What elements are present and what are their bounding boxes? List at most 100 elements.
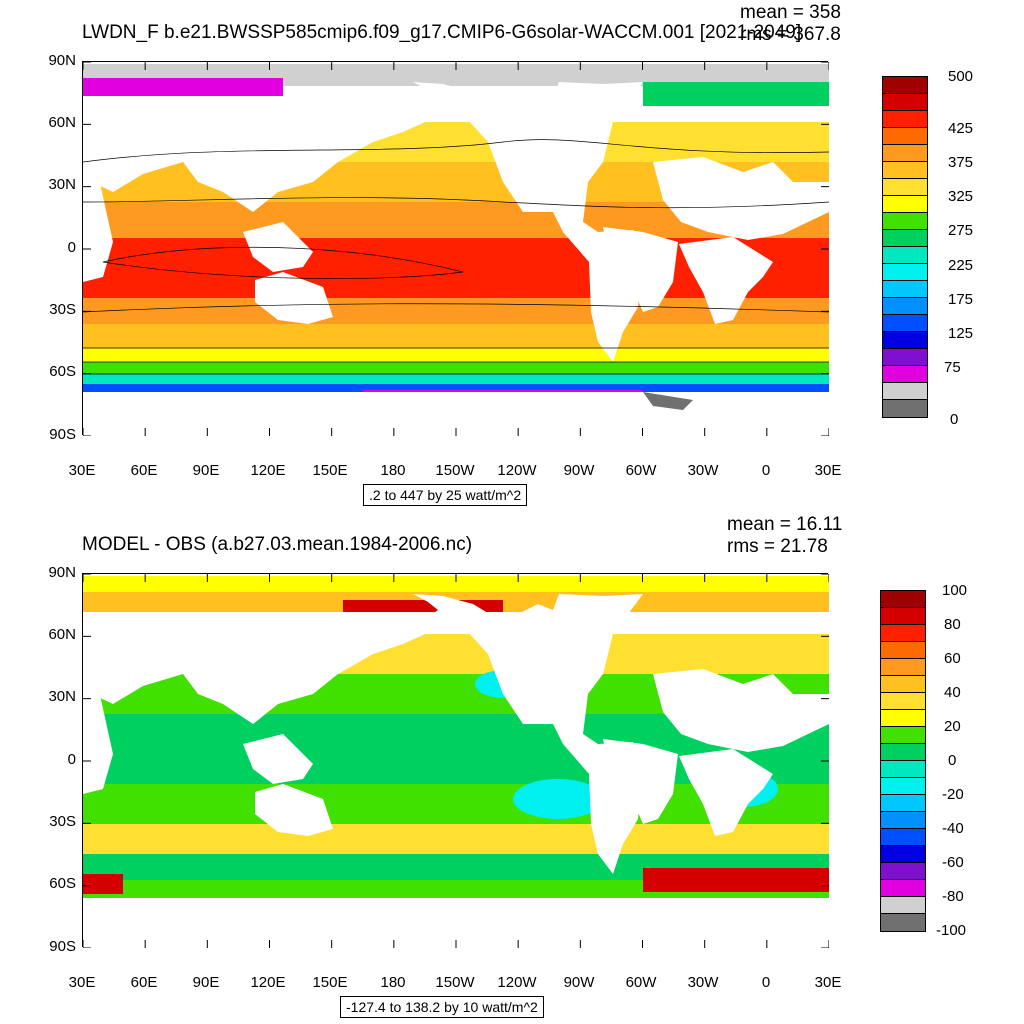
lat-label-90n: 90N <box>48 564 76 581</box>
colorbar-swatch <box>883 298 927 315</box>
colorbar-label: 100 <box>942 582 968 599</box>
colorbar-label: 80 <box>944 616 961 633</box>
colorbar-label: 20 <box>944 718 961 735</box>
lon-label: 60W <box>625 974 657 991</box>
colorbar-label: 275 <box>948 222 974 239</box>
colorbar-swatch <box>883 213 927 230</box>
colorbar <box>882 76 928 418</box>
model-obs-panel: MODEL - OBS (a.b27.03.mean.1984-2006.nc)… <box>0 512 1024 1024</box>
lon-label: 150E <box>312 974 348 991</box>
colorbar-swatch <box>883 400 927 417</box>
colorbar-label: -80 <box>942 888 964 905</box>
colorbar-swatch <box>881 880 925 897</box>
lat-label-30n: 30N <box>48 688 76 705</box>
lon-label: 90E <box>192 974 220 991</box>
lon-label: 150W <box>435 974 475 991</box>
map-field <box>83 574 829 948</box>
lon-label: 30W <box>687 462 719 479</box>
colorbar-label: 0 <box>950 411 959 428</box>
colorbar-swatch <box>881 812 925 829</box>
colorbar-swatch <box>881 897 925 914</box>
colorbar <box>880 590 926 932</box>
colorbar-swatch <box>881 778 925 795</box>
colorbar-swatch <box>881 727 925 744</box>
contour-range-label: .2 to 447 by 25 watt/m^2 <box>363 484 528 506</box>
lon-label: 30E <box>68 462 96 479</box>
lat-label-30n: 30N <box>48 176 76 193</box>
colorbar-swatch <box>883 145 927 162</box>
colorbar-swatch <box>881 863 925 880</box>
lat-label-60n: 60N <box>48 626 76 643</box>
colorbar-swatch <box>881 591 925 608</box>
colorbar-swatch <box>883 111 927 128</box>
colorbar-label: -100 <box>936 922 967 939</box>
lon-label: 180 <box>380 974 406 991</box>
lon-label: 90W <box>563 974 595 991</box>
colorbar-label: 60 <box>944 650 961 667</box>
colorbar-label: 225 <box>948 257 974 274</box>
colorbar-label: 500 <box>948 68 974 85</box>
lon-label: 120E <box>250 974 286 991</box>
colorbar-swatch <box>881 676 925 693</box>
lon-label: 180 <box>380 462 406 479</box>
lon-label: 0 <box>761 974 771 991</box>
colorbar-label: 175 <box>948 291 974 308</box>
colorbar-swatch <box>881 761 925 778</box>
lon-label: 150W <box>435 462 475 479</box>
colorbar-swatch <box>883 230 927 247</box>
contour-range-label: -127.4 to 138.2 by 10 watt/m^2 <box>340 996 544 1018</box>
lat-label-90s: 90S <box>49 938 76 955</box>
colorbar-swatch <box>883 179 927 196</box>
colorbar-label: 325 <box>948 188 974 205</box>
colorbar-swatch <box>883 264 927 281</box>
lat-label-0: 0 <box>67 239 76 256</box>
lon-label: 60E <box>130 974 158 991</box>
lat-label-90n: 90N <box>48 52 76 69</box>
colorbar-swatch <box>883 128 927 145</box>
lon-label: 120W <box>497 974 537 991</box>
colorbar-swatch <box>883 332 927 349</box>
world-map <box>82 573 829 948</box>
colorbar-label: 375 <box>948 154 974 171</box>
colorbar-label: -20 <box>942 786 964 803</box>
colorbar-swatch <box>883 196 927 213</box>
colorbar-label: 125 <box>948 325 974 342</box>
colorbar-swatch <box>881 642 925 659</box>
lat-label-90s: 90S <box>49 426 76 443</box>
lat-label-30s: 30S <box>49 813 76 830</box>
rms-label: rms = 21.78 <box>727 536 828 557</box>
lwdn-panel: LWDN_F b.e21.BWSSP585cmip6.f09_g17.CMIP6… <box>48 2 974 506</box>
colorbar-swatch <box>881 914 925 931</box>
rms-label: rms = 367.8 <box>740 24 841 45</box>
colorbar-label: 425 <box>948 120 974 137</box>
colorbar-swatch <box>881 710 925 727</box>
lon-label: 60W <box>625 462 657 479</box>
colorbar-swatch <box>883 383 927 400</box>
lat-label-30s: 30S <box>49 301 76 318</box>
colorbar-swatch <box>883 77 927 94</box>
colorbar-swatch <box>881 846 925 863</box>
mean-label: mean = 358 <box>740 2 841 23</box>
colorbar-swatch <box>883 281 927 298</box>
colorbar-swatch <box>881 625 925 642</box>
lon-label: 90W <box>563 462 595 479</box>
lon-label: 0 <box>761 462 771 479</box>
colorbar-swatch <box>883 94 927 111</box>
world-map <box>82 61 829 436</box>
colorbar-swatch <box>881 659 925 676</box>
mean-label: mean = 16.11 <box>727 514 843 535</box>
colorbar-swatch <box>883 315 927 332</box>
lon-label: 120W <box>497 462 537 479</box>
colorbar-swatch <box>883 366 927 383</box>
lat-label-60s: 60S <box>49 363 76 380</box>
colorbar-label: -60 <box>942 854 964 871</box>
colorbar-swatch <box>881 693 925 710</box>
colorbar-label: 75 <box>944 359 961 376</box>
lon-label: 30E <box>814 974 842 991</box>
colorbar-swatch <box>881 744 925 761</box>
lon-label: 120E <box>250 462 286 479</box>
colorbar-label: -40 <box>942 820 964 837</box>
colorbar-swatch <box>881 608 925 625</box>
colorbar-swatch <box>883 247 927 264</box>
lon-label: 30E <box>814 462 842 479</box>
